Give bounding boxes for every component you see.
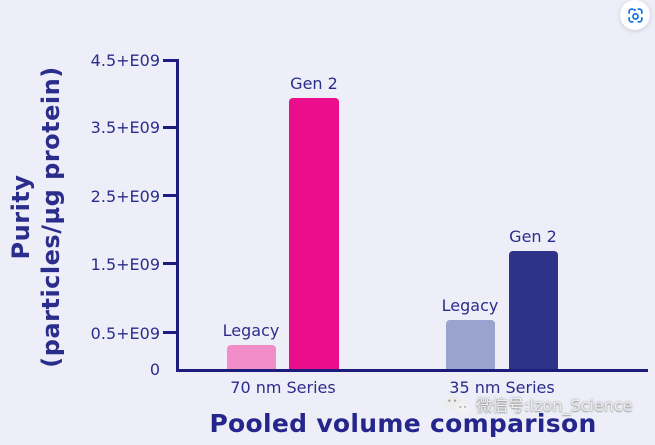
bar-gen2-70nm <box>289 98 339 369</box>
bar-label-gen2: Gen 2 <box>509 227 557 246</box>
y-axis-title-line2: (particles/µg protein) <box>37 66 65 368</box>
x-category-label-70nm: 70 nm Series <box>230 378 336 397</box>
bar-legacy-35nm <box>445 320 495 369</box>
y-tick-label: 2.5+E09 <box>90 187 160 206</box>
y-tick-label: 0.5+E09 <box>90 324 160 343</box>
y-tick-label: 1.5+E09 <box>90 255 160 274</box>
y-axis-title-line1: Purity <box>7 174 35 260</box>
y-tick-mark <box>163 59 177 62</box>
x-axis-line <box>176 369 648 372</box>
x-category-label-35nm: 35 nm Series <box>449 378 555 397</box>
bar-gen2-35nm <box>508 251 558 369</box>
bar-label-gen2: Gen 2 <box>290 74 338 93</box>
y-tick-label: 4.5+E09 <box>90 51 160 70</box>
bar-label-legacy: Legacy <box>441 296 499 315</box>
scan-icon <box>626 6 645 25</box>
bar-group-70nm-gen2: Gen 2 <box>274 74 354 369</box>
y-tick-label: 3.5+E09 <box>90 118 160 137</box>
y-tick-mark <box>163 194 177 197</box>
y-tick-mark <box>163 262 177 265</box>
bar-group-70nm-legacy: Legacy <box>211 321 291 369</box>
chart-title: Pooled volume comparison <box>209 409 597 438</box>
bar-label-legacy: Legacy <box>222 321 280 340</box>
y-tick-mark <box>163 331 177 334</box>
bar-group-35nm-legacy: Legacy <box>430 296 510 369</box>
bar-group-35nm-gen2: Gen 2 <box>493 227 573 369</box>
y-axis-line <box>176 59 179 372</box>
y-axis-title: Purity (particles/µg protein) <box>6 37 68 397</box>
y-tick-mark <box>163 126 177 129</box>
bar-legacy-70nm <box>226 345 276 369</box>
scan-image-button[interactable] <box>620 0 650 30</box>
y-tick-label: 0 <box>149 360 160 379</box>
